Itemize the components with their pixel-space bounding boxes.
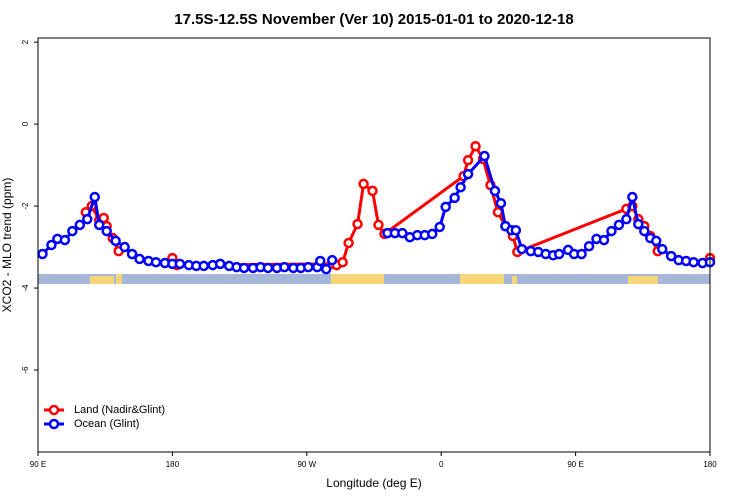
data-point	[214, 258, 226, 270]
data-point	[110, 235, 121, 247]
data-point	[119, 241, 130, 253]
legend-label: Ocean (Glint)	[74, 418, 139, 430]
data-point	[373, 219, 384, 231]
data-point	[126, 248, 138, 260]
x-tick-label: 180	[166, 460, 180, 469]
data-point	[198, 260, 210, 272]
data-point	[576, 248, 587, 260]
x-tick-label: 180	[703, 460, 717, 469]
data-point	[470, 140, 481, 152]
y-tick-label: 2	[21, 39, 30, 44]
data-point	[82, 213, 93, 225]
x-tick-label: 90 E	[567, 460, 583, 469]
data-point	[326, 254, 338, 266]
data-point	[489, 185, 501, 197]
data-point	[101, 225, 112, 237]
data-point	[352, 218, 363, 230]
data-point	[59, 234, 71, 246]
data-point	[688, 256, 699, 268]
data-point	[495, 197, 507, 209]
data-point	[238, 262, 250, 274]
legend-marker	[48, 418, 60, 430]
data-point	[639, 225, 650, 237]
data-point	[74, 219, 86, 231]
y-tick-label: -2	[21, 202, 30, 210]
data-point	[510, 224, 522, 236]
plot-frame	[37, 37, 711, 453]
data-point	[633, 218, 644, 230]
x-tick-label: 90 E	[30, 460, 46, 469]
x-axis-label: Longitude (deg E)	[326, 476, 421, 490]
data-point	[303, 261, 314, 273]
data-point	[46, 239, 57, 251]
data-point	[93, 219, 105, 231]
data-point	[656, 243, 668, 255]
data-point	[134, 253, 145, 265]
data-point	[598, 234, 610, 246]
y-axis-label: XCO2 - MLO trend (ppm)	[0, 178, 14, 313]
data-point	[314, 255, 326, 267]
data-point	[516, 243, 528, 255]
data-point	[358, 178, 369, 190]
legend-marker	[48, 404, 60, 416]
data-point	[174, 258, 186, 270]
data-point	[479, 150, 490, 162]
data-point	[337, 256, 348, 268]
data-point	[449, 192, 460, 204]
data-point	[397, 227, 408, 239]
data-point	[320, 263, 332, 275]
series-line	[86, 146, 710, 265]
data-point	[553, 248, 565, 260]
data-point	[462, 154, 474, 166]
data-point	[279, 261, 290, 273]
data-point	[262, 262, 274, 274]
data-point	[462, 168, 474, 180]
legend-label: Land (Nadir&Glint)	[74, 404, 165, 416]
plot-area	[37, 140, 714, 275]
data-point	[627, 191, 638, 203]
data-point	[440, 201, 451, 213]
y-tick-label: -6	[21, 366, 30, 374]
chart-title: 17.5S-12.5S November (Ver 10) 2015-01-01…	[174, 11, 573, 28]
x-tick-label: 0	[439, 460, 444, 469]
data-point	[150, 256, 162, 268]
data-point	[665, 250, 677, 262]
data-point	[426, 228, 438, 240]
data-point	[583, 240, 595, 252]
land-mask-strip	[38, 274, 710, 284]
data-point	[343, 237, 354, 249]
data-point	[455, 181, 466, 193]
data-point	[37, 248, 48, 260]
data-point	[89, 191, 100, 203]
y-tick-label: 0	[21, 121, 30, 126]
data-point	[650, 235, 662, 247]
data-point	[367, 185, 378, 197]
x-tick-label: 90 W	[297, 460, 316, 469]
y-tick-label: -4	[21, 284, 30, 292]
data-point	[613, 219, 625, 231]
data-point	[606, 225, 617, 237]
data-point	[67, 225, 78, 237]
data-point	[621, 213, 632, 225]
data-point	[434, 221, 445, 233]
